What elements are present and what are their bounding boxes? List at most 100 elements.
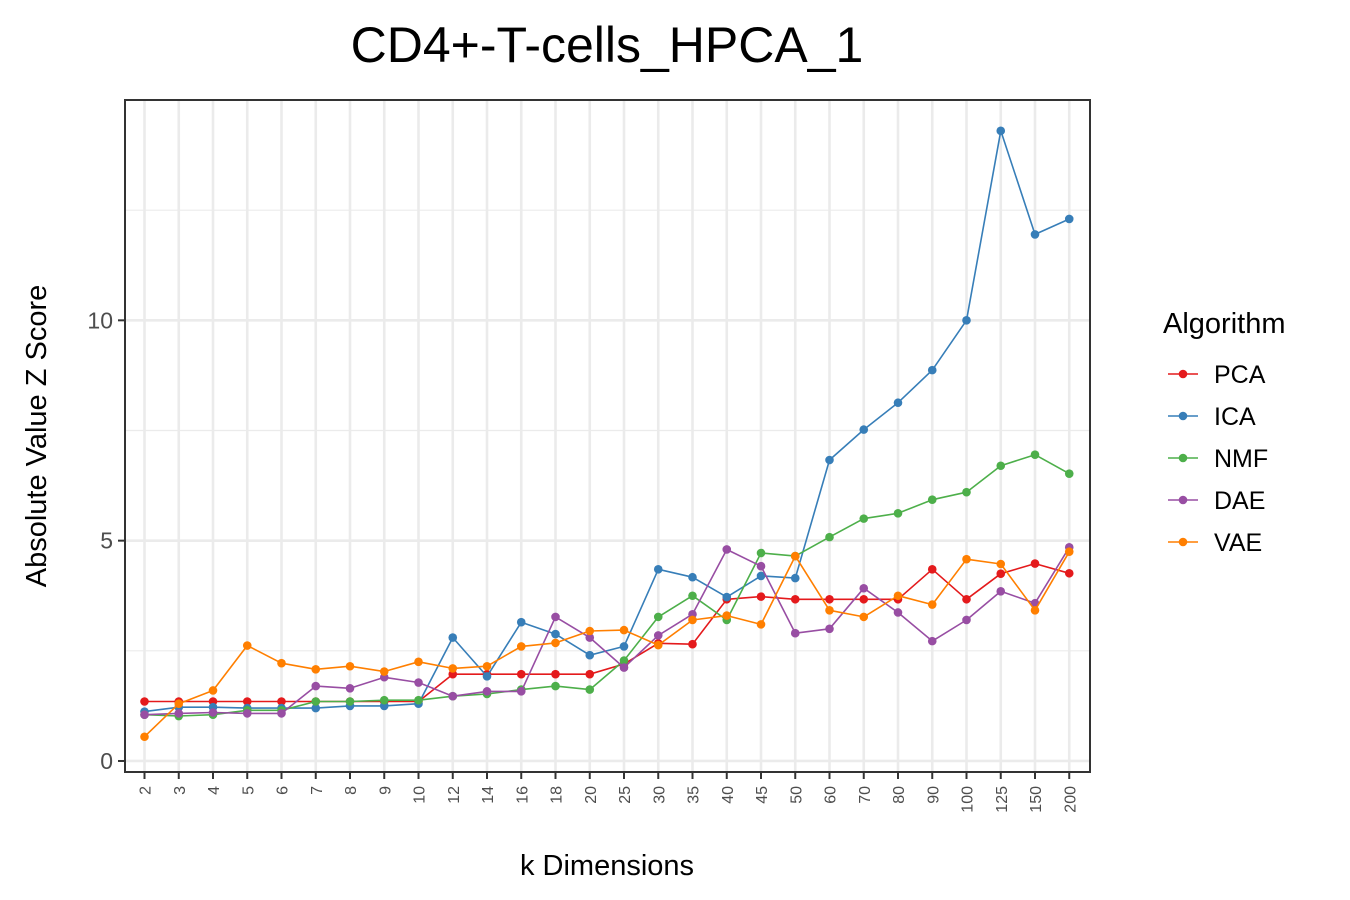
- data-point-dae: [448, 691, 458, 701]
- data-point-dae: [482, 687, 492, 696]
- data-point-vae: [277, 658, 286, 668]
- x-tick-label: 60: [823, 786, 840, 804]
- data-point-dae: [585, 633, 595, 642]
- data-point-nmf: [379, 695, 389, 705]
- data-point-pca: [927, 564, 937, 574]
- data-point-vae: [1030, 605, 1040, 615]
- data-point-nmf: [345, 697, 355, 706]
- data-point-vae: [1064, 547, 1074, 556]
- data-point-dae: [551, 612, 560, 622]
- data-point-dae: [242, 709, 252, 718]
- x-tick-label: 9: [377, 786, 394, 795]
- data-point-ica: [551, 629, 560, 639]
- data-point-ica: [893, 398, 903, 408]
- x-tick-label: 2: [138, 786, 155, 795]
- data-point-pca: [790, 594, 800, 604]
- data-point-dae: [653, 631, 663, 640]
- data-point-nmf: [1064, 469, 1074, 478]
- data-point-pca: [1064, 568, 1074, 578]
- data-point-vae: [859, 612, 869, 622]
- data-point-vae: [893, 591, 903, 601]
- data-point-nmf: [825, 532, 834, 542]
- y-axis: 0 5 10: [87, 307, 125, 774]
- data-point-vae: [722, 611, 732, 620]
- data-point-vae: [311, 665, 321, 674]
- x-tick-label: 45: [754, 786, 771, 804]
- data-point-dae: [859, 583, 869, 593]
- data-point-nmf: [653, 612, 663, 622]
- series-line-vae: [143, 551, 1070, 738]
- chart-title: CD4+-T-cells_HPCA_1: [351, 17, 864, 73]
- data-point-dae: [516, 687, 526, 696]
- data-point-nmf: [859, 514, 869, 523]
- data-point-pca: [1030, 559, 1040, 568]
- panel-border: [124, 99, 1091, 773]
- x-axis: 2 3 4 5 6 7 8 9 10 12 14 16 18 20 25 30 35 40 45 50 60 70 80 90…: [138, 772, 1079, 813]
- series-line-nmf: [144, 453, 1070, 717]
- x-tick-label: 150: [1028, 786, 1045, 813]
- series-line-pca: [144, 562, 1070, 703]
- data-point-vae: [756, 620, 766, 629]
- data-point-ica: [756, 571, 766, 581]
- x-tick-label: 4: [206, 786, 223, 795]
- legend-label-ica: ICA: [1214, 403, 1256, 431]
- data-point-nmf: [1030, 450, 1040, 460]
- data-point-vae: [345, 661, 355, 671]
- data-point-dae: [893, 608, 903, 617]
- data-point-ica: [448, 633, 458, 642]
- legend-key-point: [1178, 453, 1188, 463]
- data-point-pca: [859, 594, 869, 604]
- data-point-vae: [962, 554, 971, 564]
- data-point-dae: [962, 615, 971, 625]
- data-point-pca: [825, 594, 834, 604]
- data-point-ica: [585, 650, 595, 660]
- legend-label-pca: PCA: [1214, 361, 1266, 389]
- legend: Algorithm PCA ICA NMF DAE VAE: [1163, 308, 1286, 557]
- x-tick-label: 125: [994, 786, 1011, 813]
- data-point-dae: [790, 628, 800, 638]
- x-axis-title: k Dimensions: [520, 850, 694, 882]
- data-point-nmf: [688, 591, 697, 601]
- data-point-ica: [482, 672, 492, 681]
- data-point-dae: [277, 709, 286, 718]
- data-point-vae: [653, 640, 663, 650]
- data-point-vae: [414, 657, 423, 667]
- data-point-ica: [688, 572, 697, 582]
- data-point-vae: [242, 641, 252, 650]
- x-tick-label: 90: [925, 786, 942, 804]
- data-point-pca: [996, 569, 1006, 579]
- legend-key-point: [1178, 411, 1188, 421]
- data-point-pca: [756, 592, 766, 601]
- legend-label-dae: DAE: [1214, 487, 1265, 515]
- data-point-nmf: [756, 548, 766, 558]
- data-point-ica: [653, 564, 663, 574]
- y-tick-label: 0: [100, 748, 113, 774]
- x-tick-label: 80: [891, 786, 908, 804]
- data-point-vae: [174, 699, 184, 708]
- data-point-nmf: [311, 697, 321, 706]
- y-tick-label: 5: [100, 528, 113, 554]
- data-point-vae: [482, 661, 492, 671]
- data-point-nmf: [414, 695, 423, 705]
- data-point-dae: [996, 587, 1006, 596]
- series-line-ica: [144, 130, 1070, 713]
- grid-major: [125, 100, 1090, 772]
- data-point-dae: [414, 678, 423, 687]
- x-tick-label: 40: [720, 786, 737, 804]
- x-tick-label: 25: [617, 786, 634, 804]
- data-point-vae: [140, 732, 149, 742]
- x-tick-label: 20: [583, 786, 600, 804]
- legend-key-point: [1178, 495, 1188, 505]
- data-point-ica: [859, 425, 869, 434]
- data-point-pca: [140, 697, 149, 706]
- data-point-dae: [174, 709, 184, 718]
- data-point-pca: [585, 669, 595, 679]
- data-point-ica: [825, 455, 834, 465]
- x-tick-label: 10: [412, 786, 429, 804]
- x-tick-label: 5: [240, 786, 257, 795]
- data-point-dae: [927, 636, 937, 646]
- data-point-dae: [311, 681, 321, 691]
- x-tick-label: 6: [275, 786, 292, 795]
- data-point-nmf: [927, 495, 937, 504]
- data-point-nmf: [962, 487, 971, 497]
